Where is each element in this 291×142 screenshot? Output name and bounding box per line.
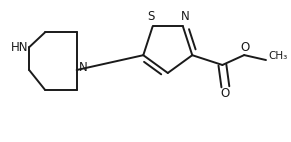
- Text: N: N: [79, 60, 88, 74]
- Text: CH₃: CH₃: [268, 51, 288, 61]
- Text: O: O: [221, 87, 230, 100]
- Text: S: S: [147, 10, 154, 23]
- Text: HN: HN: [10, 41, 28, 54]
- Text: O: O: [241, 41, 250, 54]
- Text: N: N: [180, 10, 189, 23]
